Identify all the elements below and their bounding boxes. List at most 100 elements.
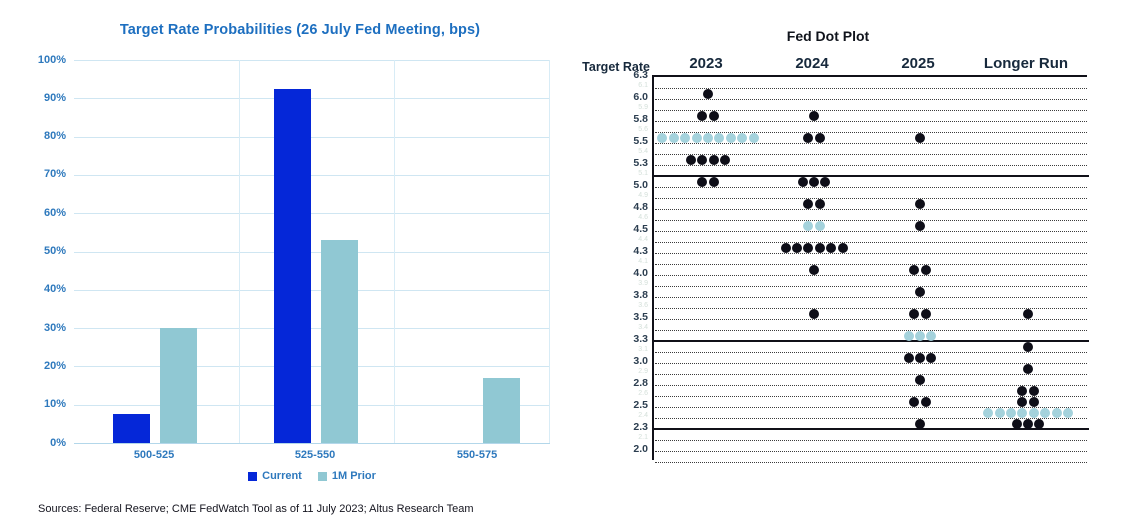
gridline-dotted xyxy=(655,198,1087,199)
dot xyxy=(791,242,802,253)
dot-median xyxy=(1040,407,1051,418)
legend-swatch xyxy=(317,471,327,481)
gridline-h xyxy=(74,366,550,368)
bar-prior xyxy=(483,377,520,443)
gridline-dotted xyxy=(655,407,1087,408)
y-tick-label: 10% xyxy=(43,398,66,411)
gridline-dotted xyxy=(655,121,1087,122)
dot xyxy=(720,154,731,165)
gridline-dotted xyxy=(655,418,1087,419)
gridline-dotted xyxy=(655,396,1087,397)
gridline-dotted xyxy=(655,297,1087,298)
column-header-longer-run: Longer Run xyxy=(983,55,1069,72)
legend-item: 1M Prior xyxy=(317,470,376,482)
rate-tick-label-minor: 3.6 xyxy=(638,302,648,309)
gridline-dotted xyxy=(655,462,1087,463)
bar-chart-plot-area xyxy=(74,60,550,444)
gridline-dotted xyxy=(655,440,1087,441)
gridline-h xyxy=(74,136,550,138)
bar-chart-legend: Current 1M Prior xyxy=(74,470,550,482)
gridline-dotted xyxy=(655,264,1087,265)
gridline-h xyxy=(74,404,550,406)
dot-plot-title: Fed Dot Plot xyxy=(786,28,870,44)
dot-median xyxy=(657,132,668,143)
y-tick-label: 20% xyxy=(43,359,66,372)
dot xyxy=(809,264,819,275)
rate-tick-label-minor: 5.9 xyxy=(638,104,648,111)
dot-median xyxy=(668,132,679,143)
dot xyxy=(697,154,708,165)
legend-item: Current xyxy=(248,470,302,482)
dot xyxy=(814,198,825,209)
dot xyxy=(1017,385,1028,396)
y-tick-label: 60% xyxy=(43,206,66,219)
gridline-dotted xyxy=(655,99,1087,100)
x-category-label: 500-525 xyxy=(133,449,175,461)
gridline-h xyxy=(74,251,550,253)
bar-current xyxy=(113,414,150,443)
dot xyxy=(1028,396,1039,407)
target-rate-probabilities-chart: Target Rate Probabilities (26 July Fed M… xyxy=(0,0,560,524)
dot-median xyxy=(691,132,702,143)
rate-tick-label-minor: 6.1 xyxy=(638,82,648,89)
dot-median xyxy=(1028,407,1039,418)
gridline-dotted xyxy=(655,110,1087,111)
dot xyxy=(803,198,814,209)
dot-median xyxy=(803,220,814,231)
gridline-dotted xyxy=(655,374,1087,375)
dot-median xyxy=(1062,407,1073,418)
column-header-2024: 2024 xyxy=(795,55,829,72)
rate-tick-label-minor: 3.9 xyxy=(638,280,648,287)
dot-median xyxy=(915,330,925,341)
y-tick-label: 80% xyxy=(43,130,66,143)
fed-dot-plot-chart: Fed Dot Plot Target Rate 2023 2024 2025 Lon… xyxy=(560,0,1130,524)
rate-tick-label: 6.0 xyxy=(633,91,648,103)
legend-label: 1M Prior xyxy=(331,470,376,482)
dot xyxy=(826,242,837,253)
dot xyxy=(1011,418,1022,429)
rate-tick-label: 2.8 xyxy=(633,377,648,389)
gridline-h xyxy=(74,213,550,215)
y-tick-label: 30% xyxy=(43,321,66,334)
rate-tick-label-minor: 5.4 xyxy=(638,148,648,155)
rate-tick-label: 5.0 xyxy=(633,179,648,191)
rate-tick-label: 3.3 xyxy=(633,333,648,345)
rate-tick-label-minor: 3.1 xyxy=(638,346,648,353)
gridline-h xyxy=(74,328,550,330)
dot xyxy=(1023,341,1033,352)
dot xyxy=(809,110,819,121)
dot xyxy=(903,352,914,363)
dot xyxy=(703,88,713,99)
x-category-label: 550-575 xyxy=(456,449,498,461)
dot xyxy=(920,264,931,275)
dot xyxy=(915,352,925,363)
rate-tick-label: 2.5 xyxy=(633,399,648,411)
gridline-dotted xyxy=(655,451,1087,452)
bar-prior xyxy=(321,240,358,443)
dot xyxy=(708,176,719,187)
dot xyxy=(685,154,696,165)
gridline-dotted xyxy=(655,286,1087,287)
gridline-dotted xyxy=(655,165,1087,166)
gridline-dotted xyxy=(655,363,1087,364)
emphasis-line xyxy=(654,175,1089,177)
rate-tick-label: 3.8 xyxy=(633,289,648,301)
rate-tick-label-minor: 4.6 xyxy=(638,214,648,221)
dot xyxy=(909,396,920,407)
rate-tick-label: 3.5 xyxy=(633,311,648,323)
dot xyxy=(1028,385,1039,396)
gridline-h xyxy=(74,289,550,291)
gridline-dotted xyxy=(655,187,1087,188)
rate-tick-label: 4.3 xyxy=(633,245,648,257)
rate-tick-label: 4.5 xyxy=(633,223,648,235)
dot xyxy=(915,132,925,143)
rate-tick-label: 4.0 xyxy=(633,267,648,279)
dot-median xyxy=(714,132,725,143)
dot-plot-area xyxy=(652,75,1089,463)
rate-tick-label-minor: 5.6 xyxy=(638,126,648,133)
dot xyxy=(809,176,819,187)
dot xyxy=(803,242,814,253)
gridline-dotted xyxy=(655,231,1087,232)
rate-tick-label: 5.3 xyxy=(633,157,648,169)
column-header-2025: 2025 xyxy=(901,55,935,72)
